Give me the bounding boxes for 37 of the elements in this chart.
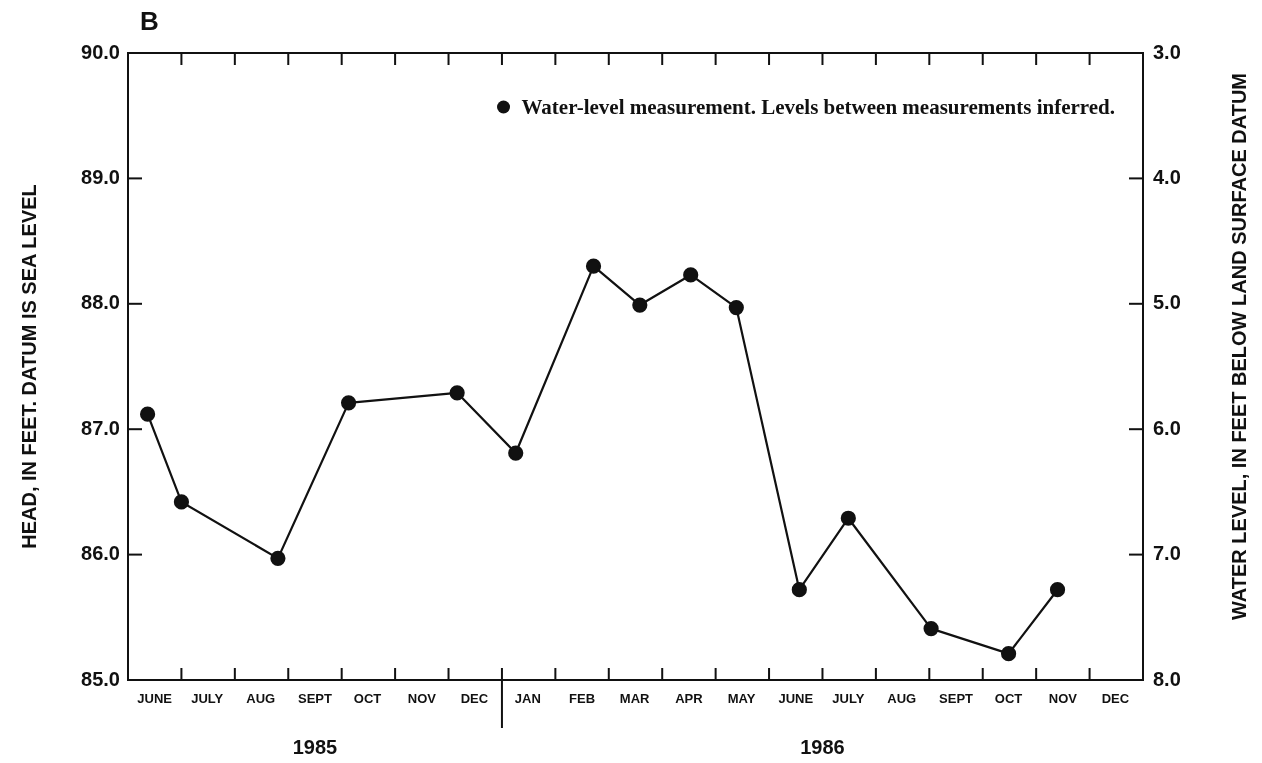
x-tick-label: SEPT	[297, 691, 332, 707]
x-tick-label: JAN	[514, 691, 541, 707]
x-tick-label: NOV	[407, 691, 437, 707]
x-tick-label: MAR	[619, 691, 651, 707]
x-tick-label: OCT	[994, 691, 1023, 707]
x-tick-label: AUG	[887, 691, 917, 707]
y2-tick-label: 7.0	[1153, 542, 1181, 565]
y-tick-label: 89.0	[81, 165, 120, 188]
text: 1986	[800, 735, 845, 758]
x-tick-label: DEC	[1101, 691, 1130, 707]
y-tick-label: 87.0	[81, 416, 120, 439]
y2-tick-label: 5.0	[1153, 291, 1181, 314]
y-tick-label: 85.0	[81, 667, 120, 690]
text: 1985	[292, 735, 338, 758]
x-tick-label: DEC	[460, 691, 489, 707]
y2-tick-label: 3.0	[1153, 40, 1181, 63]
y-axis-title: HEAD, IN FEET. DATUM IS SEA LEVEL	[17, 184, 40, 549]
x-tick-label: SEPT	[939, 691, 974, 707]
y2-tick-label: 6.0	[1153, 416, 1181, 439]
chart-title: B	[140, 6, 159, 36]
y-tick-label: 90.0	[81, 40, 120, 63]
y2-axis-title: WATER LEVEL, IN FEET BELOW LAND SURFACE DATUM	[1227, 72, 1250, 621]
x-tick-label: MAY	[727, 691, 756, 707]
x-tick-label: APR	[675, 691, 704, 707]
y-tick-label: 86.0	[81, 542, 120, 565]
x-tick-label: FEB	[569, 691, 596, 707]
y2-tick-label: 8.0	[1153, 667, 1181, 690]
legend-label: Water-level measurement. Levels between measurements inferred.	[521, 95, 1116, 120]
y-tick-label: 88.0	[81, 291, 120, 314]
x-tick-label: JUNE	[778, 691, 814, 707]
x-tick-label: OCT	[353, 691, 382, 707]
y2-tick-label: 4.0	[1153, 165, 1181, 188]
x-tick-label: JULY	[832, 691, 865, 707]
x-tick-label: JULY	[191, 691, 224, 707]
x-tick-label: NOV	[1048, 691, 1078, 707]
x-tick-label: AUG	[246, 691, 276, 707]
x-tick-label: JUNE	[137, 691, 173, 707]
